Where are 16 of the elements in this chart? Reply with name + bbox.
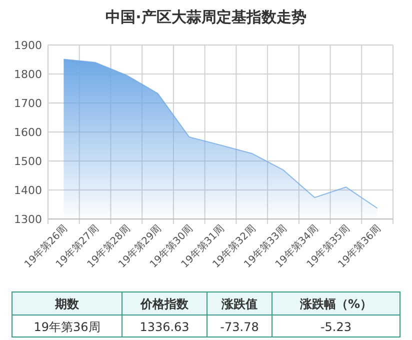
text: 涨跌值 [220, 297, 258, 311]
y-tick-label: 1300 [14, 213, 42, 226]
text: -73.78 [220, 320, 259, 334]
y-tick-label: 1800 [14, 68, 42, 81]
text: 期数 [54, 297, 80, 311]
y-tick-label: 1700 [14, 97, 42, 110]
text: 19年第36周 [34, 320, 100, 334]
y-tick-label: 1400 [14, 184, 42, 197]
y-tick-label: 1500 [14, 155, 42, 168]
text: -5.23 [320, 320, 352, 334]
chart-title: 中国·产区大蒜周定基指数走势 [106, 8, 306, 26]
text: 1336.63 [140, 320, 190, 334]
text: 价格指数 [140, 297, 190, 311]
text: 涨跌幅（%） [298, 297, 372, 311]
y-tick-label: 1900 [14, 39, 42, 52]
y-tick-label: 1600 [14, 126, 42, 139]
